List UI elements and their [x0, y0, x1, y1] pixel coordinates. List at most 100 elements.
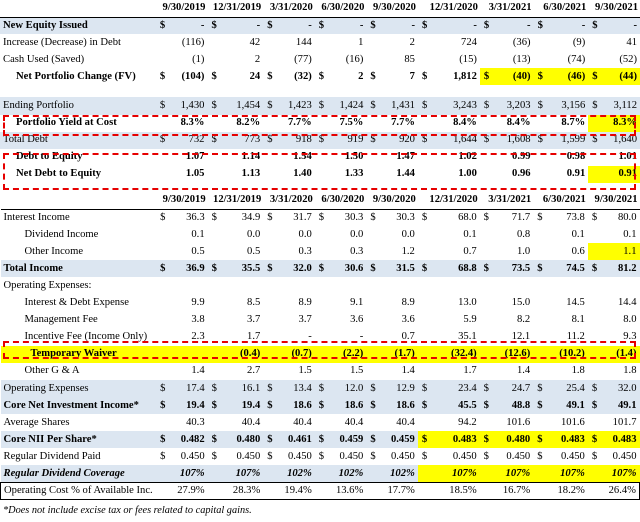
table-row: Dividend Income 0.1 0.0 0.0 0.0 0.0 0.1 0.8 0.1 0… — [1, 226, 640, 243]
table-cell: 74.5 — [544, 260, 588, 278]
table-cell — [167, 345, 208, 363]
cell-spacer — [263, 345, 275, 363]
cell-spacer — [587, 465, 600, 483]
cell-spacer — [480, 51, 491, 68]
table-cell: 40.4 — [293, 416, 312, 428]
dollar-sign: $ — [533, 97, 545, 115]
table-cell: 48.8 — [490, 397, 534, 415]
table-cell: 0.6 — [571, 245, 585, 257]
table-cell: (1.7) — [377, 345, 418, 363]
table-cell: 0.459 — [326, 431, 367, 449]
table-cell: 30.6 — [326, 260, 367, 278]
cell-spacer — [418, 312, 429, 329]
dollar-sign: $ — [207, 17, 219, 35]
table-row: Cash Used (Saved) (1) 2 (77) (16) 85 (15) (13) (… — [0, 51, 640, 68]
cell-spacer — [366, 85, 377, 97]
row-label: Operating Expenses: — [3, 279, 92, 291]
cell-spacer — [533, 482, 545, 501]
cell-spacer — [588, 226, 599, 243]
table-row: Regular Dividend Paid $0.450 $0.450 $0.450 $… — [1, 448, 640, 465]
table-cell: 732 — [167, 131, 208, 149]
table-row: Regular Dividend Coverage 107% 107% 102% 102… — [0, 465, 640, 483]
cell-spacer — [588, 312, 599, 329]
dollar-sign: $ — [533, 431, 545, 449]
cell-spacer — [588, 149, 599, 166]
cell-spacer — [366, 277, 377, 294]
table-cell: 0.5 — [191, 245, 205, 257]
row-label: Core NII Per Share* — [0, 431, 157, 449]
dollar-sign: $ — [587, 431, 600, 449]
dollar-sign: $ — [417, 131, 430, 149]
table-cell: 3,112 — [599, 97, 640, 115]
table-cell: 13.0 — [458, 297, 477, 309]
table-cell: 1.14 — [241, 151, 261, 163]
column-header: 12/31/2019 — [207, 191, 264, 210]
dollar-sign: $ — [591, 211, 598, 223]
table-cell: 45.5 — [429, 397, 480, 415]
table-cell: 9.1 — [350, 297, 364, 309]
table-cell: 16.1 — [218, 379, 264, 398]
table-cell: 0.91 — [566, 168, 586, 180]
table-cell: 11.2 — [566, 331, 585, 343]
table-row: Total Income $36.9 $35.5 $32.0 $30.6 $31.5 $68… — [0, 260, 640, 278]
cell-spacer — [314, 465, 327, 483]
cell-spacer — [533, 363, 544, 380]
dollar-sign: $ — [483, 211, 489, 223]
dollar-sign: $ — [267, 70, 273, 82]
table-cell: 49.1 — [544, 397, 588, 415]
table-cell: 0.98 — [566, 151, 586, 163]
cell-spacer — [418, 226, 429, 243]
column-header: 9/30/2019 — [155, 0, 208, 18]
table-row: Core Net Investment Income* $19.4 $19.4 $18… — [0, 397, 640, 415]
dollar-sign: $ — [318, 450, 325, 462]
table-cell: 94.2 — [458, 416, 477, 428]
table-row: Operating Expenses: — [1, 277, 640, 294]
dollar-sign: $ — [533, 131, 545, 149]
table-row: Other G & A 1.4 2.7 1.5 1.5 1.4 1.7 1.4 1.8 1.8 — [1, 363, 640, 380]
row-label: Increase (Decrease) in Debt — [3, 36, 121, 48]
dollar-sign: $ — [211, 70, 217, 82]
dollar-sign: $ — [156, 260, 168, 278]
table-cell — [167, 85, 207, 97]
table-cell — [219, 85, 263, 97]
income-table: 9/30/2019 12/31/2019 3/31/2020 6/30/2020 9/3… — [0, 191, 640, 501]
dollar-sign: $ — [479, 68, 492, 86]
table-cell: 28.3% — [218, 482, 264, 501]
table-cell: 101.6 — [561, 416, 585, 428]
cell-spacer — [480, 226, 491, 243]
cell-spacer — [533, 312, 544, 329]
cell-spacer — [588, 363, 599, 380]
dollar-sign: $ — [370, 450, 376, 462]
table-cell: 8.9 — [298, 297, 312, 309]
column-header: 12/31/2019 — [207, 0, 264, 18]
table-cell: 1,424 — [326, 97, 367, 115]
row-label: Core Net Investment Income* — [0, 397, 157, 415]
table-cell: 101.6 — [506, 416, 531, 428]
column-header: 3/31/2020 — [263, 0, 315, 18]
cell-spacer — [315, 34, 326, 51]
cell-spacer — [480, 295, 491, 312]
table-cell: 32.0 — [274, 260, 315, 278]
table-cell: 2.7 — [247, 365, 261, 377]
table-cell: - — [429, 17, 480, 35]
table-row: Total Debt $732 $773 $918 $919 $920 $1,644 $1,6… — [0, 131, 640, 149]
financial-summary: 9/30/2019 12/31/2019 3/31/2020 6/30/2020 9/3… — [0, 0, 640, 501]
table-cell: 17.7% — [377, 482, 418, 501]
cell-spacer — [366, 51, 377, 68]
cell-spacer — [263, 226, 274, 243]
table-cell — [429, 277, 480, 294]
table-cell: 40.3 — [186, 416, 205, 428]
cell-spacer — [588, 277, 599, 294]
table-cell: 1,454 — [218, 97, 264, 115]
dollar-sign: $ — [263, 17, 275, 35]
cell-spacer — [366, 295, 377, 312]
dollar-sign: $ — [366, 97, 378, 115]
table-cell: 35.5 — [218, 260, 264, 278]
table-cell: (9) — [572, 36, 586, 48]
table-cell: 18.2% — [544, 482, 588, 501]
dollar-sign: $ — [587, 260, 600, 278]
dollar-sign: $ — [207, 397, 219, 415]
row-label: Total Debt — [0, 131, 156, 149]
cell-spacer — [315, 85, 326, 97]
cell-spacer — [588, 329, 599, 346]
